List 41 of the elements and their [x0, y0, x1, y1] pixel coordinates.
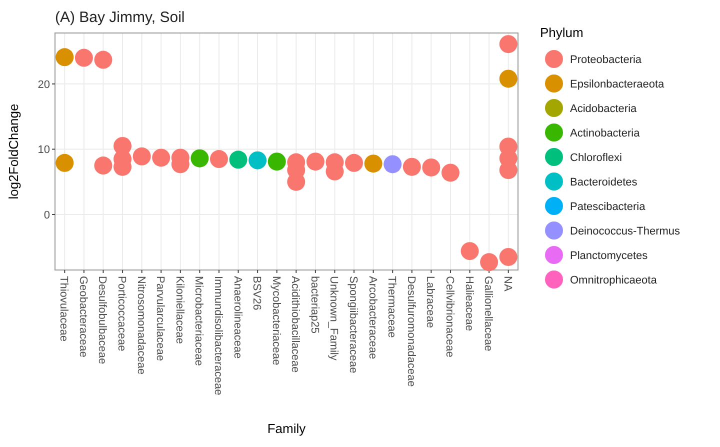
y-tick-label: 20 — [38, 78, 50, 91]
x-tick-label: Immundisolibacteraceae — [212, 276, 224, 396]
x-tick-label: Parvularculaceae — [154, 276, 166, 361]
x-tick-label: Acidithiobacillaceae — [289, 276, 302, 373]
legend-label: Chloroflexi — [570, 152, 622, 164]
x-tick-label: Nitrosomonadaceae — [134, 276, 147, 374]
x-axis-title: Family — [267, 421, 306, 436]
y-tick-label: 10 — [38, 144, 50, 156]
legend-label: Epsilonbacteraeota — [570, 78, 666, 90]
x-tick-label: Spongiibacteraceae — [347, 276, 360, 374]
x-tick-label: Cellvibrionaceae — [443, 276, 456, 358]
x-tick-label: Anaerolineaceae — [231, 276, 244, 359]
x-tick-label: Arcobacteraceae — [366, 276, 378, 360]
legend-label: Planctomycetes — [570, 250, 648, 262]
y-axis-title: log2FoldChange — [6, 104, 21, 200]
x-tick-label: Desulfuromonadaceae — [404, 276, 417, 387]
chart-title: (A) Bay Jimmy, Soil — [55, 9, 185, 26]
legend-label: Deinococcus-Thermus — [570, 225, 681, 238]
x-tick-label: BSV26 — [250, 276, 263, 310]
legend-label: Patescibacteria — [570, 200, 646, 213]
x-tick-label: Thermaceae — [386, 276, 398, 338]
x-tick-label: Thiovulaceae — [58, 276, 70, 342]
legend-label: Actinobacteria — [570, 127, 641, 140]
x-tick-label: Desulfobulbaceae — [96, 276, 108, 364]
x-tick-label: bacteriap25 — [308, 276, 320, 334]
x-tick-label: Mycobacteriaceae — [270, 276, 282, 366]
x-tick-label: Labraceae — [424, 276, 436, 328]
x-tick-label: Halieaceae — [462, 276, 475, 332]
legend-label: Omnitrophicaeota — [570, 274, 658, 286]
x-tick-label: NA — [501, 276, 514, 292]
x-tick-label: Gallionellaceae — [482, 276, 494, 352]
x-tick-label: Geobacteraceae — [76, 276, 89, 358]
legend-label: Proteobacteria — [570, 54, 642, 66]
x-tick-label: Porticoccaceae — [116, 276, 128, 352]
legend-title: Phylum — [540, 25, 584, 40]
x-tick-label: Kiloniellaceae — [173, 276, 186, 344]
legend-label: Bacteroidetes — [570, 176, 638, 188]
x-tick-label: Microbacteriaceae — [192, 276, 205, 366]
x-tick-label: Unknown_Family — [328, 276, 340, 361]
legend-label: Acidobacteria — [570, 102, 638, 115]
y-tick-label: 0 — [44, 209, 50, 222]
